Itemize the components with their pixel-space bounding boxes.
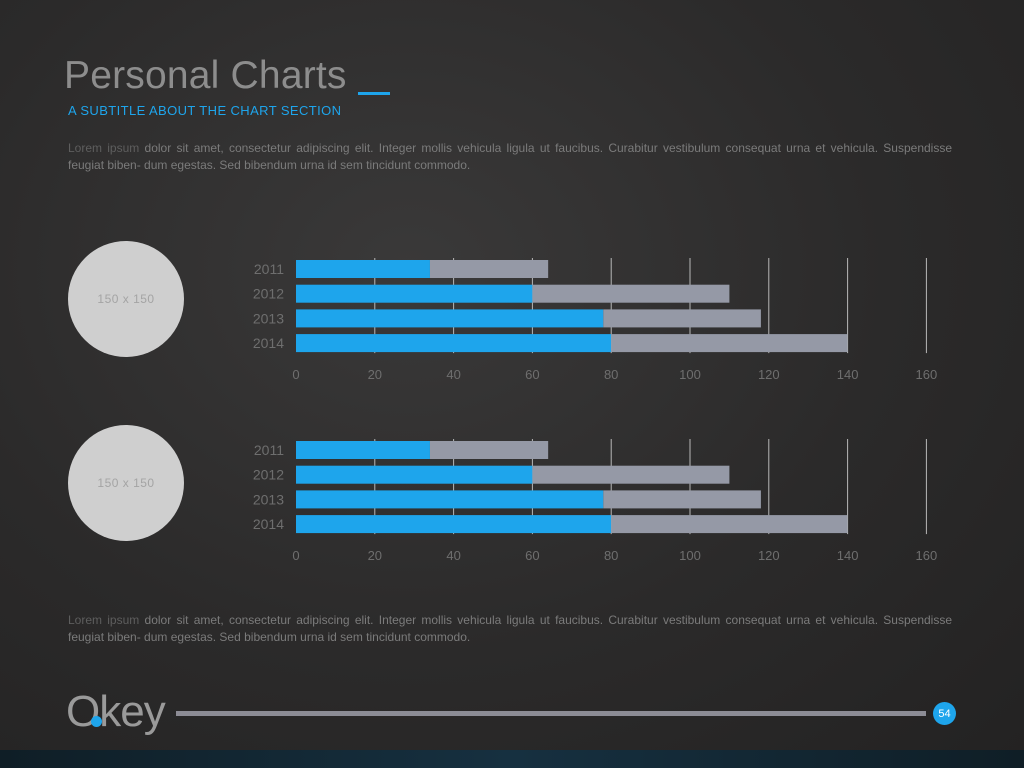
x-tick-label: 80 <box>604 548 618 563</box>
category-label: 2014 <box>253 335 284 351</box>
closing-paragraph: Lorem ipsum dolor sit amet, consectetur … <box>68 612 952 646</box>
bar-segment-2012-1 <box>296 284 533 303</box>
category-label: 2013 <box>253 310 284 326</box>
page-subtitle: A SUBTITLE ABOUT THE CHART SECTION <box>68 103 342 118</box>
category-label: 2013 <box>253 491 284 507</box>
logo-dot <box>91 716 102 727</box>
intro-paragraph: Lorem ipsum dolor sit amet, consectetur … <box>68 140 952 174</box>
x-tick-label: 20 <box>368 548 382 563</box>
closing-highlight: Lorem ipsum <box>68 613 140 627</box>
x-tick-label: 160 <box>916 367 938 382</box>
bar-segment-2011-1 <box>296 441 430 459</box>
x-tick-label: 120 <box>758 548 780 563</box>
bar-segment-2013-2 <box>603 490 761 509</box>
bar-segment-2012-2 <box>532 284 730 303</box>
bar-segment-2012-2 <box>532 465 730 484</box>
x-tick-label: 0 <box>292 548 299 563</box>
page-title: Personal Charts <box>64 54 347 97</box>
x-tick-label: 0 <box>292 367 299 382</box>
x-tick-label: 160 <box>916 548 938 563</box>
category-label: 2011 <box>254 442 284 458</box>
footer-divider <box>176 711 926 716</box>
x-tick-label: 120 <box>758 367 780 382</box>
bar-segment-2012-1 <box>296 465 533 484</box>
x-tick-label: 140 <box>837 367 859 382</box>
x-tick-label: 100 <box>679 367 701 382</box>
bar-segment-2014-2 <box>611 515 848 534</box>
page-number-badge: 54 <box>933 702 956 725</box>
category-label: 2011 <box>254 261 284 277</box>
bar-segment-2014-2 <box>611 334 848 353</box>
x-tick-label: 20 <box>368 367 382 382</box>
bar-segment-2014-1 <box>296 334 612 353</box>
bar-segment-2011-2 <box>429 260 549 278</box>
x-tick-label: 80 <box>604 367 618 382</box>
bar-segment-2011-1 <box>296 260 430 278</box>
bar-segment-2014-1 <box>296 515 612 534</box>
image-placeholder: 150 x 150 <box>68 425 184 541</box>
bottom-strip <box>0 750 1024 768</box>
intro-highlight: Lorem ipsum <box>68 141 140 155</box>
bar-segment-2013-1 <box>296 309 604 328</box>
bar-segment-2011-2 <box>429 441 549 459</box>
category-label: 2014 <box>253 516 284 532</box>
x-tick-label: 140 <box>837 548 859 563</box>
category-label: 2012 <box>253 467 284 483</box>
x-tick-label: 40 <box>446 548 460 563</box>
x-tick-label: 60 <box>525 548 539 563</box>
x-tick-label: 40 <box>446 367 460 382</box>
category-label: 2012 <box>253 286 284 302</box>
closing-text: dolor sit amet, consectetur adipiscing e… <box>68 613 953 644</box>
x-tick-label: 60 <box>525 367 539 382</box>
intro-text: dolor sit amet, consectetur adipiscing e… <box>68 141 953 172</box>
bar-segment-2013-2 <box>603 309 761 328</box>
bar-chart-1: 2011 2012 2013 2014 0 20 40 60 80 100 120 140 160 <box>253 258 938 382</box>
title-accent-bar <box>358 92 390 95</box>
image-placeholder: 150 x 150 <box>68 241 184 357</box>
x-tick-label: 100 <box>679 548 701 563</box>
bar-chart-2: 2011 2012 2013 2014 0 20 40 60 80 100 120 140 160 <box>253 439 938 563</box>
okey-logo: Okey <box>66 687 166 736</box>
bar-segment-2013-1 <box>296 490 604 509</box>
